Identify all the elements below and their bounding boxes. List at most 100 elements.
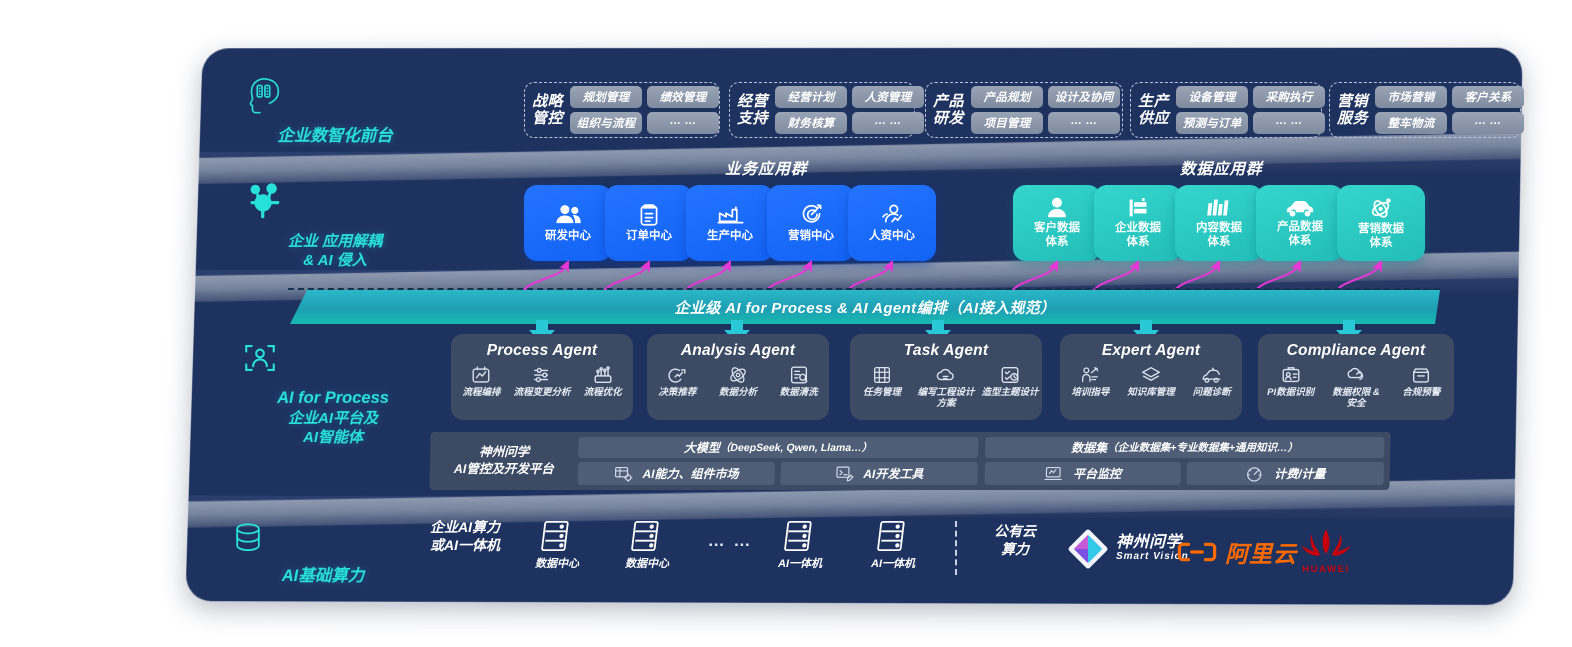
agent-subitem[interactable]: 合规预警	[1389, 364, 1454, 409]
agent-subitem[interactable]: 流程编排	[451, 364, 511, 399]
top-group-cell[interactable]: … …	[852, 112, 925, 134]
top-group-cell[interactable]: 绩效管理	[647, 86, 720, 108]
agent-card-analysis[interactable]: Analysis Agent 决策推荐	[647, 334, 829, 420]
agent-subitem[interactable]: 数据清洗	[769, 364, 829, 399]
top-group-cell[interactable]: … …	[1452, 112, 1525, 134]
top-group-marketing[interactable]: 营销 服务 市场营销 客户关系 整车物流 … …	[1329, 82, 1525, 138]
task-grid-icon	[871, 364, 893, 386]
data-card-content[interactable]: 内容数据 体系	[1175, 185, 1263, 261]
top-group-cell[interactable]: … …	[1253, 112, 1326, 134]
agent-subitem[interactable]: 流程变更分析	[512, 364, 572, 399]
app-card-marketing-center[interactable]: 营销中心	[767, 185, 855, 261]
platform-button-monitoring[interactable]: 平台监控	[983, 462, 1182, 485]
agent-subitem[interactable]: 培训指导	[1060, 364, 1120, 399]
data-clean-icon	[788, 364, 810, 386]
person-icon	[1046, 196, 1068, 219]
server-icon	[541, 519, 573, 553]
agent-subitem[interactable]: 问题诊断	[1182, 364, 1242, 399]
agent-card-expert[interactable]: Expert Agent 培训指导	[1060, 334, 1242, 420]
agent-subitem[interactable]: 数据权限 & 安全	[1324, 364, 1389, 409]
agent-subitem[interactable]: 知识库管理	[1121, 364, 1181, 399]
top-group-rnd[interactable]: 产品 研发 产品规划 设计及协同 项目管理 … …	[925, 82, 1123, 138]
id-card-icon	[1280, 364, 1302, 386]
top-group-cell[interactable]: 设计及协同	[1048, 86, 1121, 108]
rail-item-frontend[interactable]: 企业数智化前台	[240, 72, 430, 147]
gauge-icon	[1245, 465, 1264, 483]
infra-item-datacenter-2[interactable]: 数据中心	[602, 519, 692, 572]
logo-aliyun-text: 阿里云	[1225, 541, 1297, 567]
top-group-cell[interactable]: 产品规划	[971, 86, 1044, 108]
infra-dots: … …	[707, 531, 753, 550]
agent-subitem[interactable]: 造型主题设计	[978, 364, 1041, 409]
platform-button-devtools[interactable]: AI开发工具	[780, 462, 978, 485]
infra-item-label: 数据中心	[625, 558, 669, 570]
logo-aliyun[interactable]: 阿里云	[1177, 535, 1297, 569]
top-group-operations[interactable]: 经营 支持 经营计划 人资管理 财务核算 … …	[729, 82, 925, 138]
data-card-customer[interactable]: 客户数据 体系	[1013, 185, 1101, 261]
agent-subitem[interactable]: 任务管理	[850, 364, 913, 409]
agent-subitem[interactable]: 流程优化	[573, 364, 633, 399]
rail-item-infra[interactable]: AI基础算力	[228, 518, 418, 587]
alert-box-icon	[1410, 364, 1432, 386]
agent-title: Process Agent	[486, 342, 598, 359]
top-group-cell[interactable]: 人资管理	[852, 86, 925, 108]
rail-label-ai-process-2: 企业AI平台及	[287, 410, 378, 428]
target-icon	[799, 202, 824, 227]
cloud-doc-icon	[934, 364, 957, 386]
rail-item-decoupling[interactable]: 企业 应用解耦 & AI 侵入	[240, 178, 430, 270]
platform-button-market[interactable]: AI能力、组件市场	[577, 462, 775, 485]
logo-smartvision[interactable]: 神州问学 Smart Vision	[1068, 529, 1189, 569]
logo-huawei[interactable]: HUAWEI	[1300, 527, 1352, 575]
top-group-cell[interactable]: 财务核算	[775, 112, 848, 134]
app-card-rnd-center[interactable]: 研发中心	[524, 185, 612, 261]
top-group-cell[interactable]: 市场营销	[1375, 86, 1448, 108]
data-card-product[interactable]: 产品数据 体系	[1256, 185, 1344, 261]
agent-subitem-label: 数据权限 & 安全	[1332, 387, 1380, 409]
ai-orchestration-banner[interactable]: 企业级 AI for Process & AI Agent编排（AI接入规范）	[290, 290, 1440, 324]
platform-button-billing[interactable]: 计费/计量	[1186, 462, 1384, 485]
infra-item-aio-1[interactable]: AI一体机	[755, 519, 845, 572]
top-group-cell[interactable]: 设备管理	[1176, 86, 1249, 108]
rail-item-ai-process[interactable]: AI for Process 企业AI平台及 AI智能体	[238, 336, 428, 447]
clipboard-icon	[638, 202, 660, 227]
platform-models-title: 大模型	[683, 441, 721, 456]
agent-card-process[interactable]: Process Agent 流程编排	[451, 334, 633, 420]
top-group-cell[interactable]: 采购执行	[1253, 86, 1326, 108]
logo-smartvision-sub: Smart Vision	[1116, 551, 1189, 563]
top-group-cell[interactable]: 组织与流程	[570, 112, 643, 134]
agent-subitem-label: 数据清洗	[779, 387, 818, 398]
top-group-cell[interactable]: 整车物流	[1375, 112, 1448, 134]
top-group-cell[interactable]: 项目管理	[971, 112, 1044, 134]
top-group-production[interactable]: 生产 供应 设备管理 采购执行 预测与订单 … …	[1130, 82, 1326, 138]
agent-card-compliance[interactable]: Compliance Agent PI数据识别	[1258, 334, 1454, 420]
agent-subitem[interactable]: 编写工程设计方案	[914, 364, 977, 409]
rail-label-decoupling-2: & AI 侵入	[303, 252, 367, 270]
top-group-cell[interactable]: 客户关系	[1452, 86, 1525, 108]
agent-subitem-label: 培训指导	[1071, 387, 1110, 398]
top-group-strategy[interactable]: 战略 管控 规划管理 绩效管理 组织与流程 … …	[524, 82, 720, 138]
agent-subitem[interactable]: 数据分析	[708, 364, 768, 399]
infra-item-aio-2[interactable]: AI一体机	[848, 519, 938, 572]
platform-button-label: AI开发工具	[863, 467, 924, 482]
data-group-title: 数据应用群	[1180, 161, 1263, 178]
agent-subitem[interactable]: 决策推荐	[647, 364, 707, 399]
app-card-hr-center[interactable]: 人资中心	[848, 185, 936, 261]
top-group-cell[interactable]: 预测与订单	[1176, 112, 1249, 134]
data-card-enterprise[interactable]: 企业数据 体系	[1094, 185, 1182, 261]
app-card-order-center[interactable]: 订单中心	[605, 185, 693, 261]
platform-name-line2: AI管控及开发平台	[453, 462, 554, 476]
top-group-cell[interactable]: 经营计划	[775, 86, 848, 108]
top-group-cell[interactable]: … …	[1048, 112, 1121, 134]
agent-title: Expert Agent	[1101, 342, 1201, 359]
platform-name-line1: 神州问学	[479, 445, 530, 460]
agent-card-task[interactable]: Task Agent 任务管理 编写工程设计方案	[850, 334, 1042, 420]
factory-icon	[716, 203, 744, 227]
agent-subitem-label: 流程编排	[462, 387, 501, 398]
infra-item-datacenter-1[interactable]: 数据中心	[512, 519, 602, 572]
ai-platform-bar[interactable]: 神州问学 AI管控及开发平台 大模型 （DeepSeek, Qwen, Llam…	[429, 432, 1391, 490]
top-group-cell[interactable]: … …	[647, 112, 720, 134]
top-group-cell[interactable]: 规划管理	[570, 86, 643, 108]
app-card-production-center[interactable]: 生产中心	[686, 185, 774, 261]
agent-subitem[interactable]: PI数据识别	[1258, 364, 1323, 409]
data-card-marketing[interactable]: 营销数据 体系	[1337, 185, 1425, 261]
